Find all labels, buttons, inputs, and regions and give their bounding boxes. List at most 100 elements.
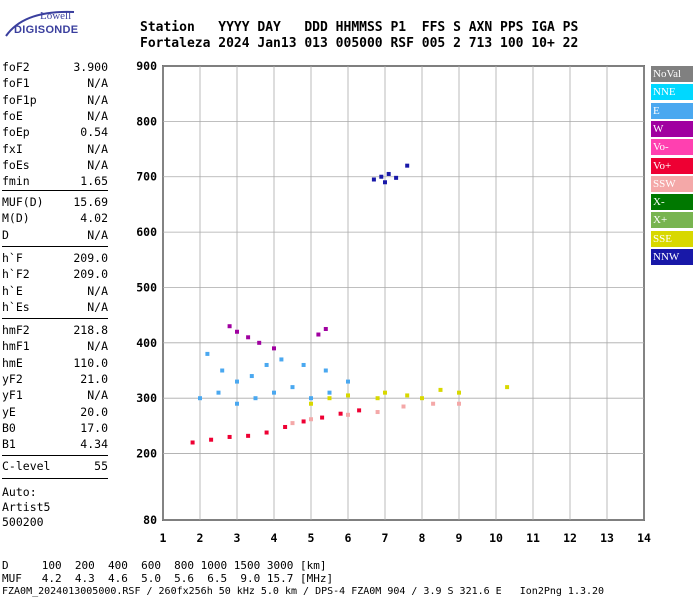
param-value: N/A bbox=[87, 157, 108, 172]
data-point-nnw bbox=[405, 163, 410, 168]
x-tick-label: 3 bbox=[234, 531, 241, 545]
param-value: 0.54 bbox=[80, 125, 108, 140]
data-point-sse bbox=[405, 393, 410, 398]
data-point-e bbox=[279, 357, 284, 362]
data-point-sse bbox=[309, 401, 313, 406]
divider bbox=[2, 190, 108, 191]
param-row: B0 17.0 bbox=[2, 421, 108, 437]
param-name: foF1 bbox=[2, 76, 30, 91]
param-value: N/A bbox=[87, 108, 108, 123]
legend-item-nnw: NNW bbox=[651, 249, 693, 265]
legend-item-w: W bbox=[651, 120, 693, 137]
param-name: foEs bbox=[2, 157, 30, 172]
param-row: M(D) 4.02 bbox=[2, 211, 108, 227]
data-point-e bbox=[272, 390, 276, 395]
data-point-nnw bbox=[371, 177, 376, 182]
data-point-e bbox=[264, 362, 269, 367]
data-point-e bbox=[249, 374, 254, 379]
y-tick-label: 500 bbox=[136, 280, 157, 294]
param-name: yF1 bbox=[2, 388, 23, 403]
param-value: 55 bbox=[94, 459, 108, 473]
param-row: h`Es N/A bbox=[2, 300, 108, 316]
divider bbox=[2, 455, 108, 456]
data-point-e bbox=[309, 396, 313, 401]
x-tick-label: 13 bbox=[600, 531, 614, 545]
divider bbox=[2, 246, 108, 247]
data-point-vo+ bbox=[246, 433, 251, 438]
param-value: 3.900 bbox=[73, 60, 108, 74]
param-name: MUF(D) bbox=[2, 195, 44, 209]
data-point-nnw bbox=[394, 175, 399, 180]
auto-label: Auto: bbox=[2, 485, 37, 499]
param-row: foF2 3.900 bbox=[2, 60, 108, 76]
param-row: B1 4.34 bbox=[2, 437, 108, 453]
param-value: 4.34 bbox=[80, 437, 108, 452]
param-value: N/A bbox=[87, 299, 108, 314]
data-point-vo+ bbox=[209, 437, 214, 442]
data-point-w bbox=[246, 335, 251, 340]
data-point-e bbox=[327, 390, 332, 395]
footer-file-info: FZA0M_2024013005000.RSF / 260fx256h 50 k… bbox=[2, 586, 605, 597]
legend-item-sse: SSE bbox=[651, 230, 693, 247]
data-point-e bbox=[198, 396, 202, 401]
data-point-ssw bbox=[375, 410, 380, 415]
data-point-vo+ bbox=[357, 408, 362, 413]
param-value: N/A bbox=[87, 227, 108, 242]
param-name: D bbox=[2, 227, 9, 242]
data-point-sse bbox=[327, 396, 332, 401]
legend-item-vo-: Vo- bbox=[651, 139, 693, 156]
footer-muf: MUF 4.2 4.3 4.6 5.0 5.6 6.5 9.0 15.7 [MH… bbox=[2, 572, 334, 585]
data-point-w bbox=[316, 332, 321, 337]
param-value: N/A bbox=[87, 283, 108, 298]
data-point-e bbox=[235, 379, 239, 384]
param-value: 218.8 bbox=[73, 323, 108, 337]
data-point-e bbox=[346, 379, 350, 384]
divider bbox=[2, 318, 108, 319]
x-tick-label: 6 bbox=[345, 531, 352, 545]
legend-item-x-: X+ bbox=[651, 212, 693, 229]
param-name: fmin bbox=[2, 174, 30, 189]
y-tick-label: 600 bbox=[136, 225, 157, 239]
param-value: 209.0 bbox=[73, 251, 108, 265]
logo-digisonde-text: DIGISONDE bbox=[14, 24, 79, 36]
legend-item-nne: NNE bbox=[651, 84, 693, 101]
data-point-sse bbox=[375, 396, 380, 401]
data-point-ssw bbox=[457, 401, 461, 406]
data-point-e bbox=[220, 368, 225, 373]
data-point-w bbox=[257, 340, 262, 345]
param-row: C-level 55 bbox=[2, 459, 108, 475]
x-tick-label: 8 bbox=[419, 531, 426, 545]
legend-item-vo-: Vo+ bbox=[651, 157, 693, 174]
param-row: fxI N/A bbox=[2, 142, 108, 158]
y-tick-label: 900 bbox=[136, 59, 157, 73]
param-value: N/A bbox=[87, 388, 108, 403]
data-point-vo+ bbox=[264, 430, 269, 435]
footer-distance: D 100 200 400 600 800 1000 1500 3000 [km… bbox=[2, 559, 327, 572]
data-point-e bbox=[216, 390, 221, 395]
param-row: h`E N/A bbox=[2, 284, 108, 300]
param-row: foF1p N/A bbox=[2, 93, 108, 109]
data-point-w bbox=[227, 324, 232, 329]
data-point-e bbox=[323, 368, 328, 373]
data-point-sse bbox=[383, 390, 387, 395]
legend-item-x-: X- bbox=[651, 194, 693, 211]
param-row: foE N/A bbox=[2, 109, 108, 125]
data-point-e bbox=[290, 385, 295, 390]
y-tick-label: 400 bbox=[136, 336, 157, 350]
auto-version: 500200 bbox=[2, 515, 44, 529]
y-tick-label: 200 bbox=[136, 447, 157, 461]
data-point-w bbox=[235, 329, 239, 334]
legend-item-noval: NoVal bbox=[651, 66, 693, 82]
param-value: N/A bbox=[87, 339, 108, 354]
param-value: N/A bbox=[87, 76, 108, 91]
param-value: 20.0 bbox=[80, 404, 108, 419]
param-row: D N/A bbox=[2, 228, 108, 244]
plot-frame bbox=[162, 65, 645, 521]
param-name: foF1p bbox=[2, 92, 37, 107]
param-value: N/A bbox=[87, 92, 108, 107]
param-name: foE bbox=[2, 108, 23, 123]
auto-method: Artist5 bbox=[2, 500, 51, 514]
data-point-sse bbox=[346, 393, 350, 398]
x-tick-label: 12 bbox=[563, 531, 577, 545]
x-tick-label: 2 bbox=[197, 531, 204, 545]
